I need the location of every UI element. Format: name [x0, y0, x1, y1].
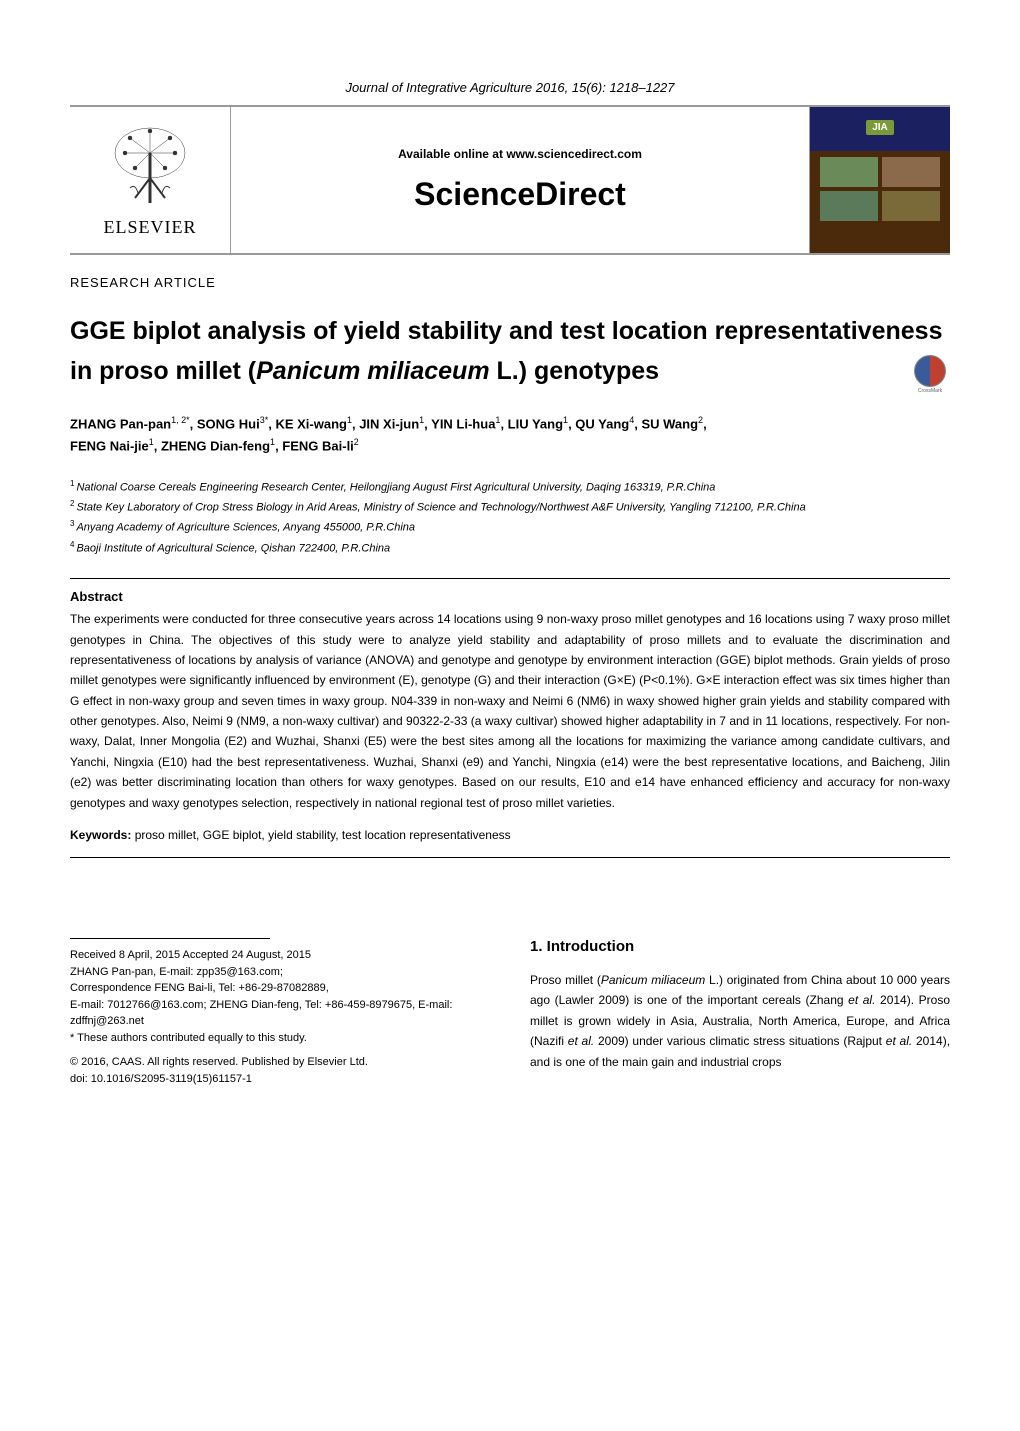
affiliation-1: National Coarse Cereals Engineering Rese… [76, 481, 715, 493]
abstract-heading: Abstract [70, 589, 950, 604]
intro-body: Proso millet (Panicum miliaceum L.) orig… [530, 970, 950, 1072]
divider [70, 578, 950, 579]
affiliation-4: Baoji Institute of Agricultural Science,… [76, 542, 390, 554]
intro-right-column: 1. Introduction Proso millet (Panicum mi… [530, 938, 950, 1087]
title-line-2: in proso millet (Panicum miliaceum L.) g… [70, 355, 659, 388]
sciencedirect-logo: ScienceDirect [414, 176, 626, 213]
cover-thumb [820, 157, 878, 187]
affiliation-2: State Key Laboratory of Crop Stress Biol… [76, 502, 805, 514]
author-list: ZHANG Pan-pan1, 2*, SONG Hui3*, KE Xi-wa… [70, 413, 950, 457]
abstract-body: The experiments were conducted for three… [70, 609, 950, 813]
bottom-two-column: Received 8 April, 2015 Accepted 24 Augus… [70, 938, 950, 1087]
correspondence-1: Correspondence FENG Bai-li, Tel: +86-29-… [70, 980, 490, 997]
correspondence-2: E-mail: 7012766@163.com; ZHENG Dian-feng… [70, 997, 490, 1030]
footer-left-column: Received 8 April, 2015 Accepted 24 Augus… [70, 938, 490, 1087]
header-banner: ELSEVIER Available online at www.science… [70, 105, 950, 255]
copyright-line: © 2016, CAAS. All rights reserved. Publi… [70, 1054, 490, 1071]
journal-cover-thumbnail: JIA [810, 107, 950, 253]
journal-reference: Journal of Integrative Agriculture 2016,… [70, 80, 950, 95]
keywords-value: proso millet, GGE biplot, yield stabilit… [135, 828, 511, 842]
cover-thumb [882, 157, 940, 187]
svg-text:CrossMark: CrossMark [918, 388, 943, 393]
received-dates: Received 8 April, 2015 Accepted 24 Augus… [70, 947, 490, 964]
doi-line: doi: 10.1016/S2095-3119(15)61157-1 [70, 1071, 490, 1088]
affiliation-3: Anyang Academy of Agriculture Sciences, … [76, 522, 415, 534]
keywords-row: Keywords: proso millet, GGE biplot, yiel… [70, 828, 950, 842]
keywords-label: Keywords: [70, 828, 131, 842]
elsevier-tree-icon [100, 123, 200, 213]
intro-heading: 1. Introduction [530, 938, 950, 955]
title-line-1: GGE biplot analysis of yield stability a… [70, 315, 950, 348]
available-online-text: Available online at www.sciencedirect.co… [398, 147, 642, 161]
equal-contribution: * These authors contributed equally to t… [70, 1030, 490, 1047]
divider [70, 857, 950, 858]
footer-divider [70, 938, 270, 939]
jia-badge: JIA [866, 120, 894, 135]
article-title: GGE biplot analysis of yield stability a… [70, 315, 950, 393]
sciencedirect-box: Available online at www.sciencedirect.co… [230, 107, 810, 253]
author-email-1: ZHANG Pan-pan, E-mail: zpp35@163.com; [70, 964, 490, 981]
crossmark-icon[interactable]: CrossMark [910, 353, 950, 393]
article-type-label: RESEARCH ARTICLE [70, 275, 950, 290]
elsevier-logo-box: ELSEVIER [70, 107, 230, 253]
cover-thumb [820, 191, 878, 221]
cover-thumb [882, 191, 940, 221]
elsevier-label: ELSEVIER [104, 217, 197, 238]
affiliations: 1National Coarse Cereals Engineering Res… [70, 477, 950, 558]
